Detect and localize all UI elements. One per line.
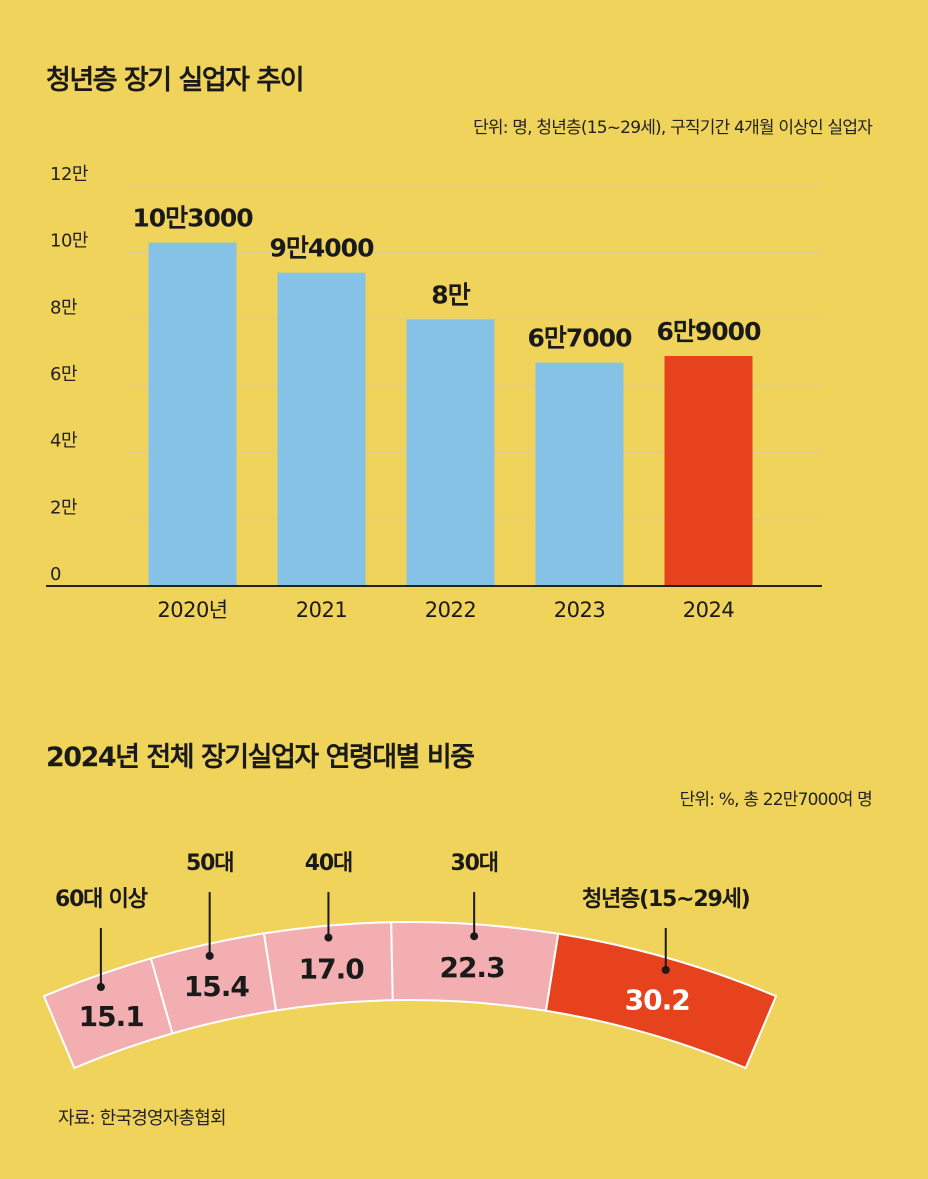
segment-value-label: 15.1 bbox=[79, 1000, 144, 1033]
bar bbox=[664, 356, 753, 586]
leader-dot bbox=[205, 951, 214, 960]
bar-value-label: 9만4000 bbox=[270, 234, 375, 263]
segment-value-label: 22.3 bbox=[439, 951, 504, 984]
arc-segment bbox=[544, 932, 778, 1070]
segment-category-label: 60대 이상 bbox=[55, 887, 148, 912]
y-tick-label: 10만 bbox=[50, 231, 88, 252]
segment-category-label: 40대 bbox=[305, 851, 352, 876]
bar-chart-title: 청년층 장기 실업자 추이 bbox=[46, 65, 305, 96]
bar bbox=[406, 319, 495, 586]
bar-value-label: 6만7000 bbox=[528, 324, 633, 353]
y-tick-label: 8만 bbox=[50, 297, 77, 318]
segment-category-label: 청년층(15~29세) bbox=[582, 887, 750, 912]
y-tick-label: 12만 bbox=[50, 164, 88, 185]
bar-value-label: 10만3000 bbox=[132, 204, 253, 233]
bar-chart: 0 2만 4만 6만 8만 10만 12만 10만3000 2020년 9만4000 2021 8만 2… bbox=[46, 164, 822, 622]
y-tick-label: 4만 bbox=[50, 431, 77, 452]
y-tick-label: 2만 bbox=[50, 497, 77, 518]
bar-value-label: 8만 bbox=[431, 280, 470, 309]
leader-dot bbox=[96, 982, 105, 991]
bar-value-label: 6만9000 bbox=[657, 317, 762, 346]
bar bbox=[148, 242, 237, 586]
segment-value-label: 30.2 bbox=[625, 984, 690, 1017]
leader-dot bbox=[324, 933, 333, 942]
x-tick-label: 2021 bbox=[296, 598, 347, 622]
segment-category-label: 30대 bbox=[451, 851, 498, 876]
segment-value-label: 17.0 bbox=[299, 952, 365, 985]
x-tick-label: 2023 bbox=[554, 598, 605, 622]
x-tick-label: 2024 bbox=[683, 598, 735, 622]
arc-chart-title: 2024년 전체 장기실업자 연령대별 비중 bbox=[46, 742, 475, 773]
bar-chart-unit-note: 단위: 명, 청년층(15~29세), 구직기간 4개월 이상인 실업자 bbox=[473, 118, 873, 138]
source-note: 자료: 한국경영자총협회 bbox=[58, 1108, 227, 1129]
x-tick-label: 2020년 bbox=[157, 598, 227, 622]
y-tick-label: 0 bbox=[50, 564, 61, 585]
bar bbox=[535, 362, 624, 586]
x-tick-label: 2022 bbox=[425, 598, 476, 622]
leader-dot bbox=[661, 965, 670, 974]
leader-dot bbox=[470, 932, 479, 941]
arc-chart-unit-note: 단위: %, 총 22만7000여 명 bbox=[679, 790, 873, 810]
segment-value-label: 15.4 bbox=[184, 970, 250, 1003]
y-tick-label: 6만 bbox=[50, 364, 77, 385]
segment-category-label: 50대 bbox=[186, 851, 233, 876]
bar bbox=[277, 272, 366, 586]
